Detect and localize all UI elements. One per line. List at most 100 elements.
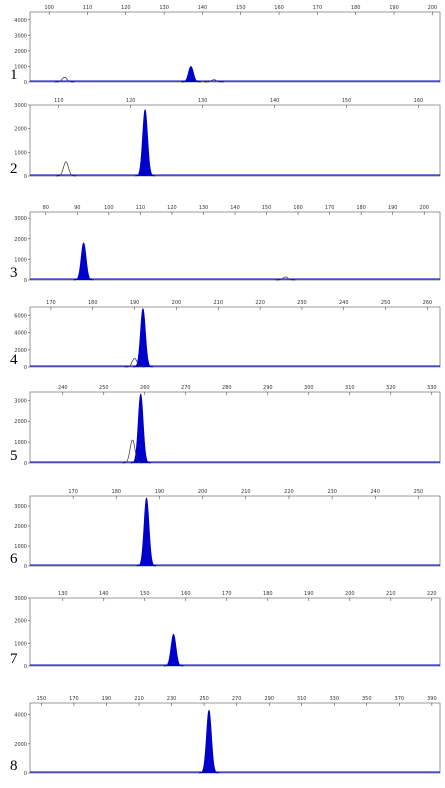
x-tick-label: 170 — [68, 489, 78, 495]
x-tick-label: 270 — [232, 696, 242, 702]
y-tick-label: 0 — [24, 174, 27, 180]
panel-label: 7 — [10, 651, 18, 667]
x-tick-label: 150 — [262, 205, 272, 211]
x-tick-label: 210 — [134, 696, 144, 702]
x-tick-label: 120 — [121, 5, 131, 11]
y-tick-label: 1000 — [14, 150, 27, 156]
x-tick-label: 110 — [54, 98, 64, 104]
y-tick-label: 3000 — [14, 33, 27, 39]
y-tick-label: 1000 — [14, 440, 27, 446]
x-tick-label: 240 — [58, 385, 68, 391]
x-tick-label: 230 — [327, 489, 337, 495]
peak — [275, 276, 296, 281]
peak — [133, 308, 153, 368]
y-tick-label: 2000 — [14, 619, 27, 625]
x-tick-label: 200 — [345, 591, 355, 597]
x-tick-label: 330 — [427, 385, 437, 391]
peak — [181, 66, 201, 83]
x-tick-label: 140 — [270, 98, 280, 104]
y-tick-label: 3000 — [14, 504, 27, 510]
x-tick-label: 90 — [74, 205, 80, 211]
plot-frame — [29, 495, 441, 567]
x-tick-label: 130 — [159, 5, 169, 11]
x-tick-label: 180 — [88, 300, 98, 306]
x-tick-label: 170 — [325, 205, 335, 211]
x-tick-label: 120 — [126, 98, 136, 104]
y-tick-label: 1000 — [14, 64, 27, 70]
x-tick-label: 160 — [181, 591, 191, 597]
panel-label: 2 — [10, 161, 18, 177]
x-tick-label: 150 — [140, 591, 150, 597]
x-tick-label: 160 — [414, 98, 424, 104]
x-tick-label: 180 — [112, 489, 122, 495]
x-tick-label: 180 — [263, 591, 273, 597]
y-tick-label: 0 — [24, 278, 27, 284]
x-tick-label: 200 — [172, 300, 182, 306]
y-tick-label: 6000 — [14, 314, 27, 320]
peak — [204, 79, 224, 83]
x-tick-label: 110 — [136, 205, 146, 211]
x-tick-label: 390 — [427, 696, 437, 702]
x-tick-label: 170 — [313, 5, 323, 11]
x-tick-label: 130 — [198, 98, 208, 104]
x-tick-label: 240 — [339, 300, 349, 306]
peak — [136, 497, 157, 567]
peak — [56, 161, 76, 177]
y-tick-label: 0 — [24, 365, 27, 371]
y-tick-label: 2000 — [14, 742, 27, 748]
peak — [54, 76, 75, 83]
y-tick-label: 3000 — [14, 596, 27, 602]
x-tick-label: 190 — [102, 696, 112, 702]
x-tick-label: 300 — [304, 385, 314, 391]
x-tick-label: 150 — [342, 98, 352, 104]
x-tick-label: 160 — [293, 205, 303, 211]
x-tick-label: 150 — [236, 5, 246, 11]
x-tick-label: 210 — [213, 300, 223, 306]
x-tick-label: 230 — [297, 300, 307, 306]
y-tick-label: 1000 — [14, 544, 27, 550]
peak — [199, 709, 219, 774]
x-tick-label: 190 — [389, 5, 399, 11]
x-tick-label: 230 — [167, 696, 177, 702]
y-tick-label: 4000 — [14, 713, 27, 719]
plot-frame — [29, 211, 441, 281]
y-tick-label: 2000 — [14, 49, 27, 55]
peak — [73, 242, 94, 281]
x-tick-label: 290 — [264, 696, 274, 702]
peak — [124, 358, 145, 368]
x-tick-label: 170 — [46, 300, 56, 306]
x-tick-label: 210 — [241, 489, 251, 495]
x-tick-label: 170 — [69, 696, 79, 702]
x-tick-label: 80 — [43, 205, 49, 211]
x-tick-label: 140 — [99, 591, 109, 597]
peak — [135, 109, 155, 177]
x-tick-label: 110 — [83, 5, 93, 11]
y-tick-label: 1000 — [14, 257, 27, 263]
peak — [163, 633, 184, 667]
x-tick-label: 370 — [395, 696, 405, 702]
y-tick-label: 0 — [24, 80, 27, 86]
y-tick-label: 2000 — [14, 237, 27, 243]
y-tick-label: 0 — [24, 664, 27, 670]
x-tick-label: 260 — [140, 385, 150, 391]
plot-frame — [29, 702, 441, 774]
x-tick-label: 130 — [199, 205, 209, 211]
y-tick-label: 3000 — [14, 398, 27, 404]
x-tick-label: 210 — [386, 591, 396, 597]
x-tick-label: 330 — [329, 696, 339, 702]
y-tick-label: 4000 — [14, 18, 27, 24]
plot-frame — [29, 597, 441, 667]
x-tick-label: 310 — [297, 696, 307, 702]
x-tick-label: 120 — [167, 205, 177, 211]
x-tick-label: 100 — [44, 5, 54, 11]
x-tick-label: 150 — [37, 696, 47, 702]
x-tick-label: 280 — [222, 385, 232, 391]
x-tick-label: 250 — [381, 300, 391, 306]
x-tick-label: 140 — [198, 5, 208, 11]
y-tick-label: 0 — [24, 771, 27, 777]
x-tick-label: 140 — [230, 205, 240, 211]
x-tick-label: 200 — [419, 205, 429, 211]
x-tick-label: 200 — [198, 489, 208, 495]
x-tick-label: 170 — [222, 591, 232, 597]
